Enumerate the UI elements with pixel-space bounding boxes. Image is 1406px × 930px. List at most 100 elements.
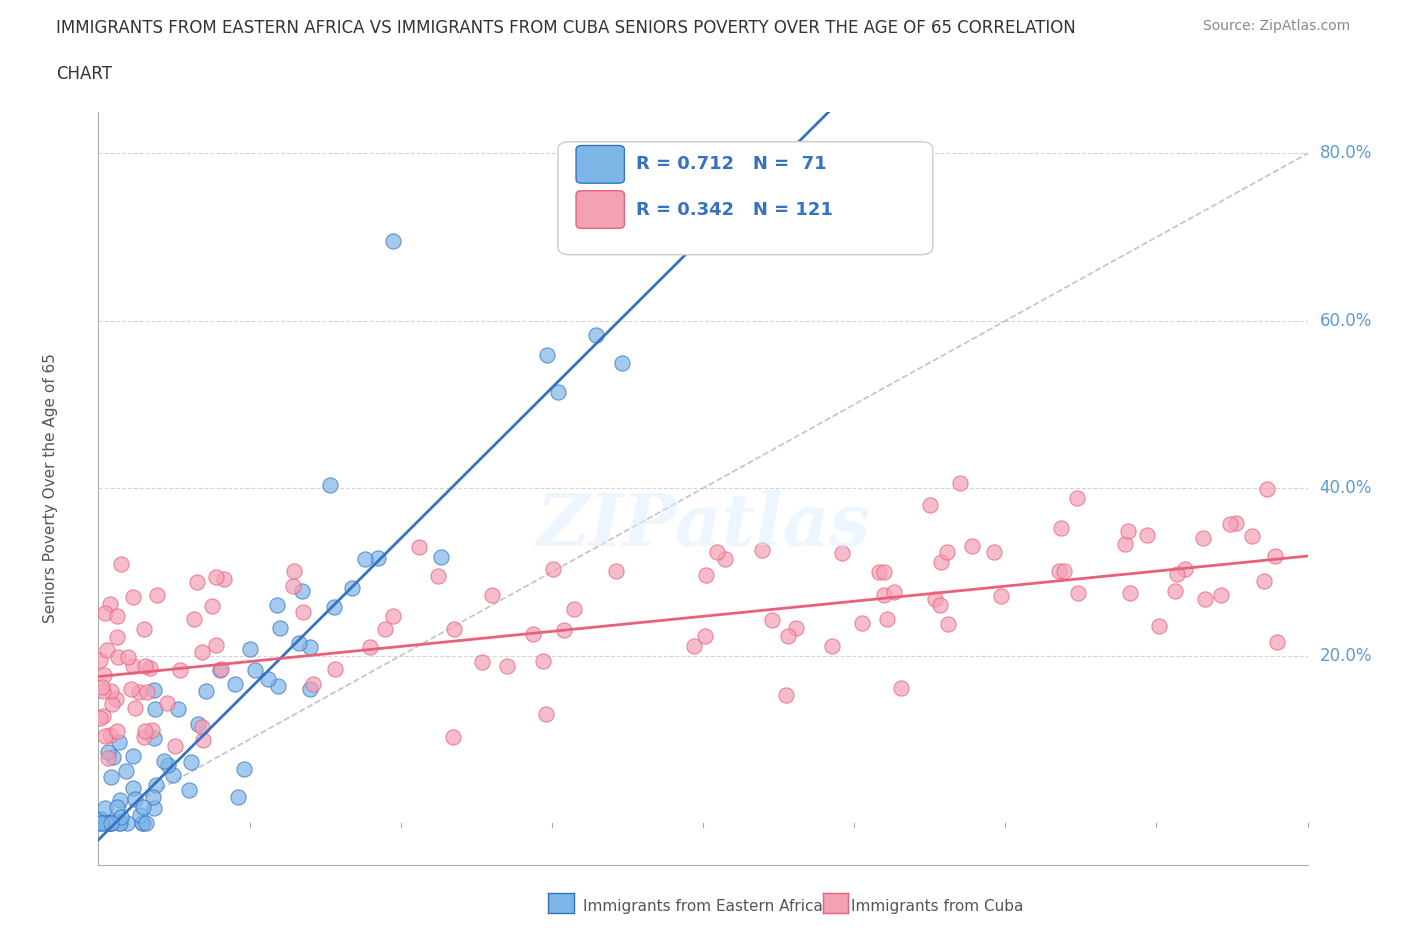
Point [169,663,191,678]
Point [100,684,122,698]
Point [90,812,112,827]
Point [91,684,114,698]
Point [141,723,163,737]
Point [924,591,946,606]
Point [610,356,633,371]
Point [776,629,799,644]
Point [205,569,228,584]
Point [239,642,262,657]
Point [105,609,128,624]
Point [122,749,145,764]
Point [104,692,127,707]
Point [990,589,1012,604]
Point [204,637,226,652]
Point [323,662,346,677]
Point [115,764,138,778]
Point [157,758,180,773]
Point [695,568,717,583]
Point [868,565,890,579]
Point [195,684,218,698]
Point [100,816,122,830]
Point [374,622,396,637]
Point [714,551,737,566]
Point [408,540,430,555]
Point [105,629,128,644]
Point [382,608,405,623]
Point [443,621,465,636]
Point [851,616,873,631]
Point [547,384,569,399]
Point [1267,634,1289,649]
Point [534,707,557,722]
Point [876,612,898,627]
Point [269,620,291,635]
Point [301,677,323,692]
Point [536,348,558,363]
Point [298,639,321,654]
Text: Immigrants from Cuba: Immigrants from Cuba [851,899,1024,914]
Text: Source: ZipAtlas.com: Source: ZipAtlas.com [1202,19,1350,33]
Point [890,681,912,696]
Point [257,671,280,686]
Point [94,605,117,620]
Point [183,611,205,626]
Point [1053,564,1076,578]
Point [110,810,132,825]
Point [212,572,235,587]
Point [245,663,267,678]
Point [100,770,122,785]
Point [191,733,214,748]
Point [319,478,342,493]
Point [936,544,959,559]
Point [108,735,131,750]
Point [1194,591,1216,606]
Point [142,731,165,746]
Point [132,621,155,636]
Point [190,644,212,659]
Point [1116,524,1139,538]
Point [1149,618,1171,633]
Point [153,754,176,769]
Point [186,575,208,590]
Point [128,684,150,699]
Text: 60.0%: 60.0% [1320,312,1372,330]
Point [100,816,122,830]
Point [97,751,120,765]
Point [441,730,464,745]
Point [1067,586,1090,601]
Point [146,587,169,602]
Point [751,542,773,557]
Point [98,596,121,611]
Point [120,682,142,697]
Point [131,816,153,830]
Point [224,676,246,691]
Point [1191,531,1213,546]
Point [1174,562,1197,577]
Point [190,720,212,735]
Point [291,583,314,598]
Point [162,767,184,782]
Point [89,653,111,668]
Point [101,750,124,764]
Text: ZIPatlas: ZIPatlas [536,490,870,562]
Point [98,816,121,830]
Point [134,658,156,673]
Point [132,816,155,830]
Text: R = 0.342   N = 121: R = 0.342 N = 121 [637,201,834,219]
Point [522,626,544,641]
Point [110,557,132,572]
Point [101,815,124,830]
Point [107,650,129,665]
Point [134,724,156,738]
Point [1240,529,1263,544]
Point [481,588,503,603]
Point [1066,490,1088,505]
Point [266,597,288,612]
Point [187,716,209,731]
Point [145,777,167,792]
Point [97,816,120,830]
Point [167,701,190,716]
Point [121,780,143,795]
Point [128,807,150,822]
Point [124,791,146,806]
